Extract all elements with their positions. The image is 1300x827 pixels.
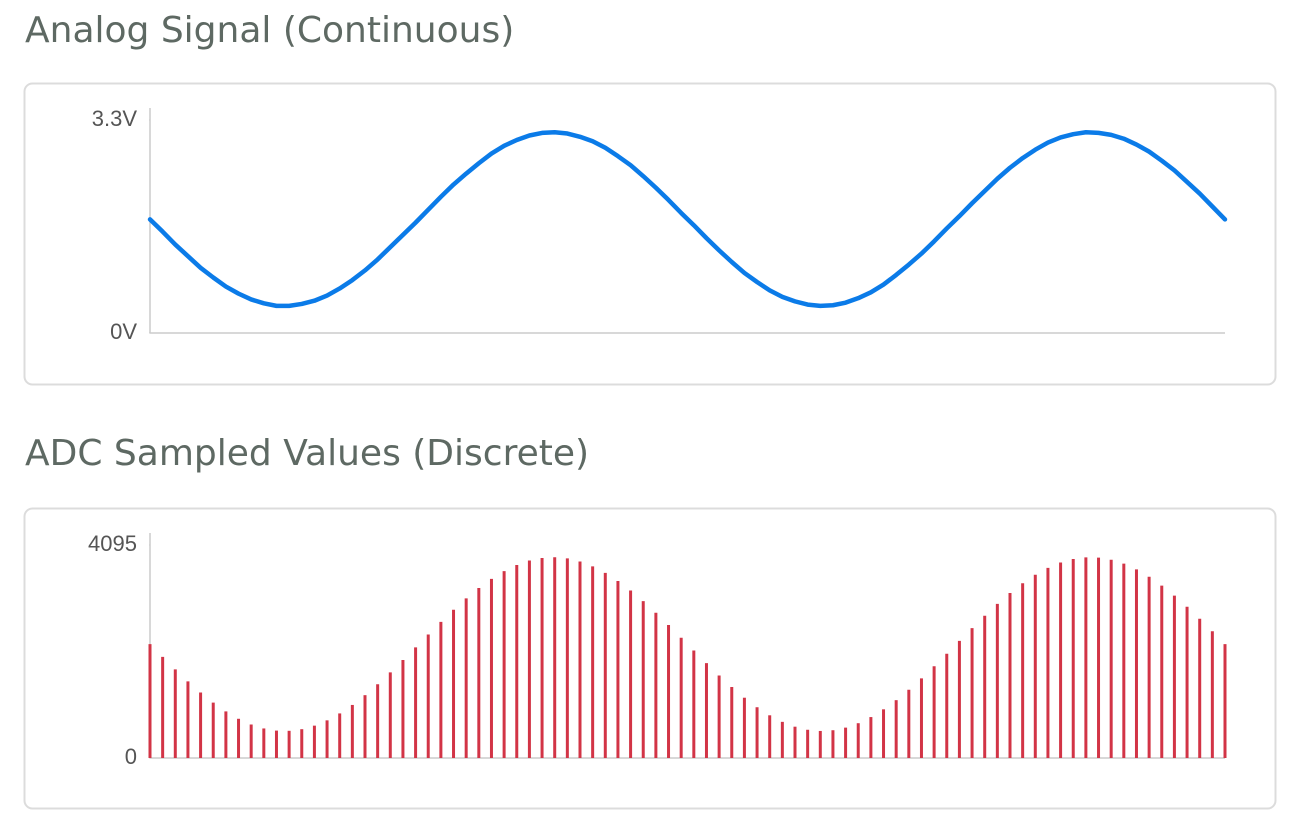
chart-card: [23, 507, 1277, 810]
chart-card: [23, 82, 1277, 386]
y-tick-label: 0: [125, 744, 137, 769]
y-tick-label: 0V: [110, 319, 137, 344]
chart-title: ADC Sampled Values (Discrete): [25, 433, 589, 474]
chart-title: Analog Signal (Continuous): [25, 10, 514, 51]
signal-line: [147, 130, 1228, 309]
y-tick-label: 3.3V: [92, 106, 138, 131]
y-tick-label: 4095: [88, 531, 137, 556]
